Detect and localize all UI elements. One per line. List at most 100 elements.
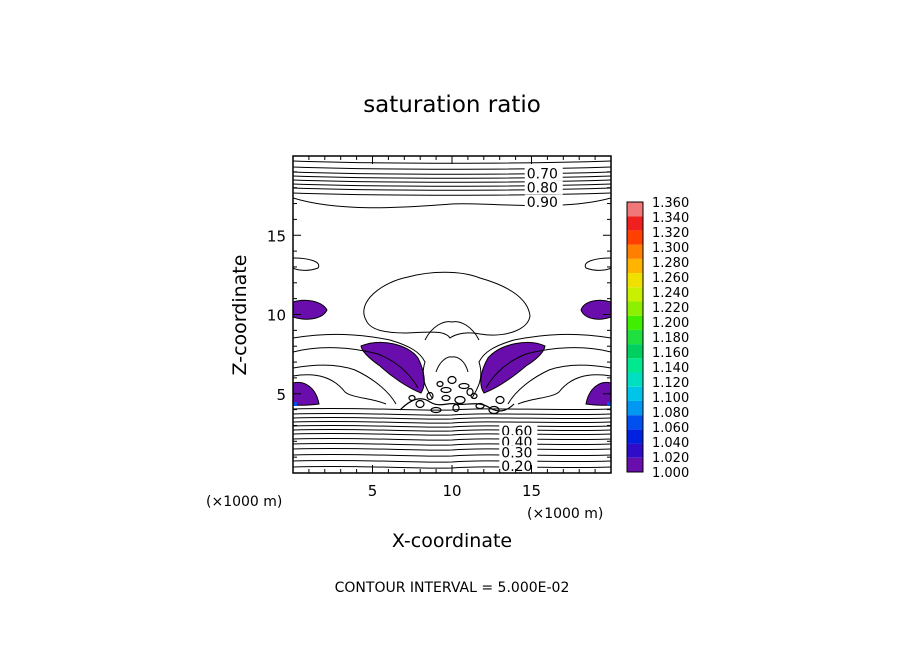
contour-left-lobe xyxy=(293,257,320,271)
z-unit-label: (×1000 m) xyxy=(206,494,282,510)
contour-left-arm-1 xyxy=(293,333,433,399)
contour-blob-15 xyxy=(466,387,474,397)
contour-right-arm-4 xyxy=(517,374,611,405)
colorbar-label-6: 1.120 xyxy=(652,376,689,391)
contour-line-lower-8 xyxy=(293,442,611,446)
supersat-edge-left xyxy=(293,402,297,406)
colorbar-label-7: 1.140 xyxy=(652,361,689,376)
colorbar-band-2 xyxy=(627,429,643,444)
colorbar-band-14 xyxy=(627,258,643,274)
colorbar-band-17 xyxy=(627,216,643,231)
contour-label-bg-1 xyxy=(524,180,563,195)
colorbar-label-4: 1.080 xyxy=(652,406,689,421)
contour-label-5: 0.30 xyxy=(501,445,532,461)
contour-label-bg-2 xyxy=(524,194,563,209)
x-tick-label-10: 10 xyxy=(442,482,461,500)
colorbar-label-17: 1.340 xyxy=(652,211,689,226)
colorbar-band-15 xyxy=(627,244,643,259)
colorbar-band-11 xyxy=(627,301,643,316)
colorbar-label-5: 1.100 xyxy=(652,391,689,406)
colorbar-band-16 xyxy=(627,230,643,245)
colorbar-band-0 xyxy=(627,457,643,472)
colorbar-label-16: 1.320 xyxy=(652,226,689,241)
colorbar-label-11: 1.220 xyxy=(652,301,689,316)
contour-line-lower-7 xyxy=(293,437,611,441)
contour-line-upper-7 xyxy=(293,192,611,196)
contour-line-lower-1 xyxy=(293,412,611,416)
colorbar-band-6 xyxy=(627,372,643,387)
supersat-edge-right xyxy=(607,402,611,406)
contour-line-lower-2 xyxy=(293,416,611,420)
contour-field: 0.700.800.900.600.400.300.20 xyxy=(293,160,611,475)
chart-title: saturation ratio xyxy=(363,92,541,118)
colorbar-band-5 xyxy=(627,386,643,401)
colorbar-label-14: 1.280 xyxy=(652,256,689,271)
contour-line-upper-5 xyxy=(293,183,611,187)
contour-line-upper-1 xyxy=(293,166,611,170)
supersat-region-left-upper xyxy=(293,299,328,320)
contour-right-arm-2 xyxy=(485,347,611,389)
contour-center-core xyxy=(435,356,469,373)
colorbar-label-12: 1.240 xyxy=(652,286,689,301)
contour-blob-3 xyxy=(426,391,434,401)
contour-line-lower-3 xyxy=(293,420,611,424)
contour-label-0: 0.70 xyxy=(527,166,558,182)
colorbar-band-10 xyxy=(627,315,643,330)
contour-right-arm-3 xyxy=(507,364,611,405)
contour-line-upper-2 xyxy=(293,171,611,175)
contour-blob-14 xyxy=(440,386,452,394)
contour-line-lower-0 xyxy=(293,407,611,411)
contour-blob-9 xyxy=(452,403,460,413)
contour-right-lobe xyxy=(584,257,611,271)
supersat-region-center-right xyxy=(480,341,546,394)
contour-label-2: 0.90 xyxy=(527,195,558,211)
colorbar-label-15: 1.300 xyxy=(652,241,689,256)
x-tick-label-5: 5 xyxy=(368,482,378,500)
contour-label-1: 0.80 xyxy=(527,181,558,197)
contour-line-lower-5 xyxy=(293,428,611,432)
y-tick-label-15: 15 xyxy=(267,227,286,245)
contour-line-lower-4 xyxy=(293,424,611,428)
x-unit-label: (×1000 m) xyxy=(527,506,603,522)
colorbar-band-1 xyxy=(627,443,643,458)
contour-left-arm-4 xyxy=(293,374,387,405)
y-tick-label-5: 5 xyxy=(276,386,286,404)
contour-line-lower-6 xyxy=(293,432,611,436)
x-axis-label: X-coordinate xyxy=(392,530,512,552)
contour-blob-13 xyxy=(495,395,505,405)
colorbar-label-10: 1.200 xyxy=(652,316,689,331)
contour-label-bg-5 xyxy=(499,445,538,460)
contour-right-arm-1 xyxy=(471,333,611,399)
contour-label-bg-0 xyxy=(524,166,563,181)
contour-blob-0 xyxy=(436,380,444,388)
colorbar-label-0: 1.000 xyxy=(652,466,689,481)
colorbar-band-8 xyxy=(627,344,643,359)
contour-line-upper-3 xyxy=(293,175,611,179)
contour-line-upper-bowl xyxy=(293,197,611,209)
contour-label-6: 0.20 xyxy=(501,459,532,475)
contour-blob-7 xyxy=(415,399,425,409)
contour-label-bg-6 xyxy=(499,458,538,473)
y-tick-label-10: 10 xyxy=(267,307,286,325)
colorbar-label-9: 1.180 xyxy=(652,331,689,346)
contour-line-upper-0 xyxy=(293,160,611,164)
colorbar-band-4 xyxy=(627,400,643,416)
colorbar-band-12 xyxy=(627,287,643,302)
colorbar-band-18 xyxy=(627,202,643,217)
colorbar-label-18: 1.360 xyxy=(652,196,689,211)
colorbar-label-13: 1.260 xyxy=(652,271,689,286)
colorbar-label-2: 1.040 xyxy=(652,436,689,451)
contour-blob-5 xyxy=(454,395,466,405)
contour-blob-1 xyxy=(447,375,457,385)
colorbar-band-9 xyxy=(627,329,643,345)
contour-central-dome xyxy=(363,271,531,339)
contour-line-upper-6 xyxy=(293,187,611,191)
contour-blob-2 xyxy=(458,382,470,390)
colorbar-label-1: 1.020 xyxy=(652,451,689,466)
contour-turbulent-line xyxy=(399,398,515,412)
colorbar-band-7 xyxy=(627,358,643,373)
colorbar-band-13 xyxy=(627,273,643,288)
colorbar-label-3: 1.060 xyxy=(652,421,689,436)
contour-left-arm-3 xyxy=(293,364,397,405)
